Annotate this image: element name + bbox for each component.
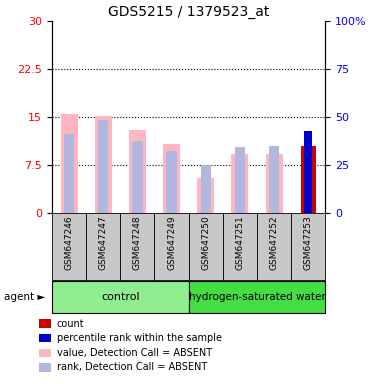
Bar: [52, 213, 86, 280]
Text: value, Detection Call = ABSENT: value, Detection Call = ABSENT: [57, 348, 212, 358]
Bar: [120, 213, 154, 280]
Bar: [235, 147, 245, 213]
Bar: [223, 213, 257, 280]
Bar: [52, 281, 189, 313]
Bar: [154, 213, 189, 280]
Bar: [291, 213, 325, 280]
Text: GSM647246: GSM647246: [65, 215, 74, 270]
Bar: [189, 213, 223, 280]
Bar: [163, 144, 180, 213]
Title: GDS5215 / 1379523_at: GDS5215 / 1379523_at: [108, 5, 270, 19]
Bar: [305, 131, 312, 213]
Bar: [189, 281, 325, 313]
Bar: [129, 130, 146, 213]
Bar: [266, 154, 283, 213]
Bar: [197, 178, 214, 213]
Text: GSM647253: GSM647253: [304, 215, 313, 270]
Text: count: count: [57, 319, 84, 329]
Text: control: control: [101, 292, 140, 302]
Text: GSM647250: GSM647250: [201, 215, 210, 270]
Bar: [60, 114, 78, 213]
Text: hydrogen-saturated water: hydrogen-saturated water: [189, 292, 325, 302]
Bar: [201, 165, 211, 213]
Bar: [231, 154, 248, 213]
Bar: [257, 213, 291, 280]
Bar: [98, 120, 108, 213]
Bar: [269, 146, 279, 213]
Text: GSM647247: GSM647247: [99, 215, 108, 270]
Bar: [64, 134, 74, 213]
Bar: [95, 116, 112, 213]
Text: GSM647251: GSM647251: [235, 215, 244, 270]
Bar: [132, 141, 142, 213]
Text: rank, Detection Call = ABSENT: rank, Detection Call = ABSENT: [57, 362, 207, 372]
Bar: [301, 146, 316, 213]
Text: percentile rank within the sample: percentile rank within the sample: [57, 333, 222, 343]
Bar: [86, 213, 120, 280]
Text: GSM647248: GSM647248: [133, 215, 142, 270]
Text: GSM647249: GSM647249: [167, 215, 176, 270]
Text: GSM647252: GSM647252: [270, 215, 279, 270]
Text: agent ►: agent ►: [4, 292, 45, 302]
Bar: [166, 151, 177, 213]
